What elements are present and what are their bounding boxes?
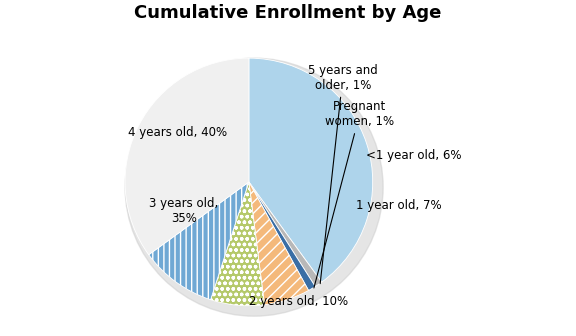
Wedge shape	[249, 58, 373, 282]
Text: 3 years old,
35%: 3 years old, 35%	[149, 197, 218, 225]
Text: 1 year old, 7%: 1 year old, 7%	[356, 199, 441, 212]
Wedge shape	[249, 182, 309, 305]
Wedge shape	[149, 182, 249, 300]
Wedge shape	[249, 182, 315, 290]
Text: 2 years old, 10%: 2 years old, 10%	[249, 295, 348, 308]
Text: 5 years and
older, 1%: 5 years and older, 1%	[308, 64, 378, 284]
Title: Cumulative Enrollment by Age: Cumulative Enrollment by Age	[134, 4, 442, 22]
Wedge shape	[125, 58, 249, 255]
Text: Pregnant
women, 1%: Pregnant women, 1%	[314, 100, 394, 288]
Text: 4 years old, 40%: 4 years old, 40%	[128, 126, 227, 139]
Wedge shape	[211, 182, 264, 306]
Text: <1 year old, 6%: <1 year old, 6%	[366, 150, 462, 162]
Ellipse shape	[125, 58, 383, 316]
Wedge shape	[249, 182, 321, 287]
